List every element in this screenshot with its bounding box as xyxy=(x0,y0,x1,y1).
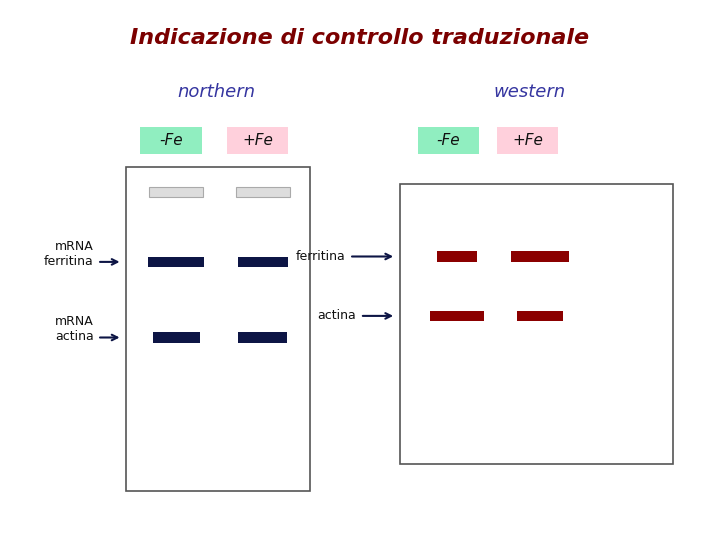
Bar xyxy=(497,127,558,154)
Text: northern: northern xyxy=(177,83,255,101)
Bar xyxy=(517,310,563,321)
Bar xyxy=(238,332,287,343)
Text: +Fe: +Fe xyxy=(242,133,273,148)
Text: +Fe: +Fe xyxy=(512,133,543,148)
Bar xyxy=(153,332,199,343)
Bar xyxy=(438,251,477,262)
Text: mRNA
actina: mRNA actina xyxy=(55,315,94,343)
Bar xyxy=(140,127,202,154)
Text: actina: actina xyxy=(318,309,356,322)
Bar xyxy=(148,256,204,267)
Text: ferritina: ferritina xyxy=(296,250,346,263)
Bar xyxy=(238,256,287,267)
Bar xyxy=(236,187,289,197)
Text: -Fe: -Fe xyxy=(436,133,460,148)
Text: -Fe: -Fe xyxy=(159,133,183,148)
Bar xyxy=(511,251,569,262)
Text: western: western xyxy=(493,83,565,101)
Bar xyxy=(126,167,310,491)
Bar xyxy=(150,187,203,197)
Bar xyxy=(431,310,485,321)
Text: Indicazione di controllo traduzionale: Indicazione di controllo traduzionale xyxy=(130,28,590,48)
Bar xyxy=(400,184,673,464)
Bar xyxy=(418,127,479,154)
Bar xyxy=(227,127,288,154)
Text: mRNA
ferritina: mRNA ferritina xyxy=(44,240,94,268)
